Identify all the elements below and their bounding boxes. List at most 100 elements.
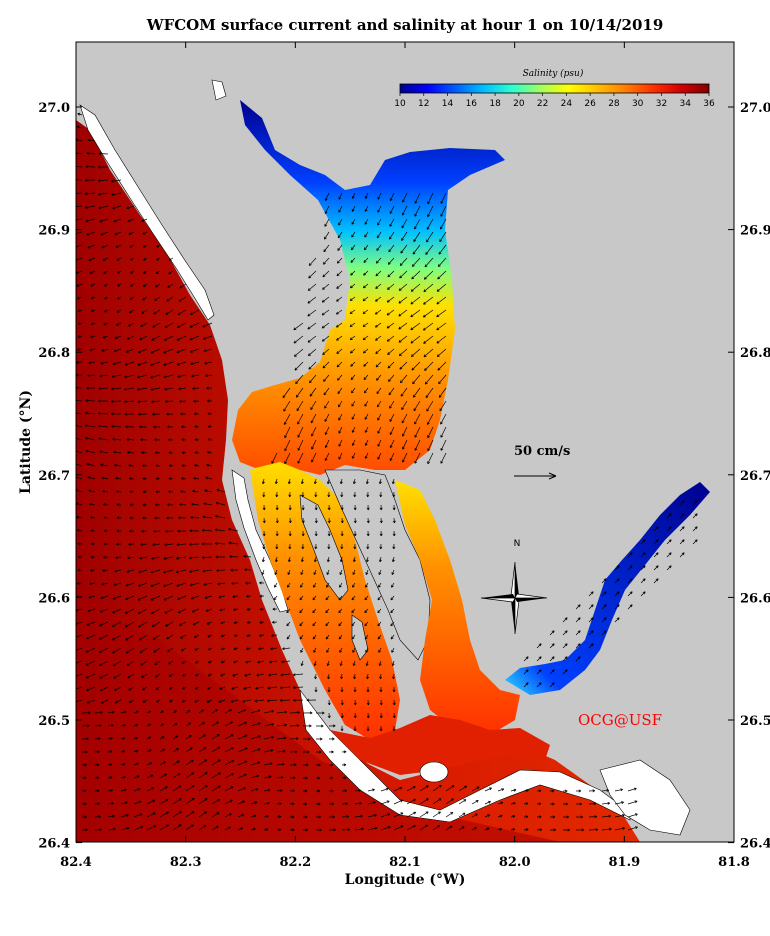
current-vector-head [364, 455, 368, 459]
current-vector-head [364, 597, 368, 601]
current-vector-head [336, 286, 340, 289]
current-vector-head [436, 301, 440, 305]
current-vector [423, 348, 434, 358]
current-vector [406, 786, 416, 792]
current-vector [164, 322, 174, 328]
current-vector [338, 452, 343, 460]
current-vector [377, 413, 382, 421]
current-vector-head [219, 608, 223, 612]
current-vector [323, 257, 330, 265]
current-vector [322, 335, 330, 342]
current-vector [164, 608, 174, 614]
current-vector-head [243, 686, 247, 690]
current-vector [250, 709, 261, 714]
current-vector-head [318, 763, 321, 767]
current-vector [115, 244, 122, 248]
current-vector [276, 737, 287, 740]
current-vector [164, 335, 174, 341]
current-vector [601, 630, 607, 636]
current-vector-head [206, 621, 210, 625]
current-vector-head [266, 699, 270, 703]
current-vector-head [349, 324, 353, 327]
current-vector-head [410, 288, 414, 292]
current-vector [438, 387, 447, 398]
current-vector-head [217, 582, 221, 586]
current-vector [400, 387, 408, 397]
current-vector [297, 452, 304, 464]
current-vector-head [182, 686, 186, 690]
current-vector-head [304, 789, 308, 793]
current-vector-head [98, 437, 102, 441]
colorbar-tick-label: 18 [489, 99, 501, 109]
current-vector-head [166, 298, 170, 302]
current-vector-head [90, 283, 94, 287]
current-vector-head [319, 737, 323, 741]
current-vector-head [436, 340, 440, 344]
current-vector-head [274, 559, 278, 563]
current-vector-head [129, 477, 132, 481]
current-vector-head [207, 450, 210, 454]
current-vector [312, 621, 317, 627]
current-vector [279, 699, 291, 701]
current-vector-head [308, 275, 312, 279]
current-vector [325, 621, 330, 627]
current-vector-head [155, 477, 159, 481]
current-vector [258, 647, 265, 650]
current-vector-head [76, 360, 80, 364]
current-vector-head [218, 700, 222, 703]
current-vector-head [114, 569, 118, 573]
current-vector-head [99, 623, 103, 627]
current-vector [233, 660, 239, 663]
current-vector-head [188, 722, 191, 726]
current-vector [325, 608, 330, 614]
current-vector-head [603, 578, 607, 582]
current-vector-head [90, 516, 93, 520]
current-vector [185, 710, 191, 714]
current-vector-head [101, 245, 105, 249]
current-vector [112, 608, 122, 614]
current-vector-head [99, 374, 103, 378]
current-vector-head [377, 610, 381, 614]
current-vector [129, 478, 135, 480]
current-vector-head [283, 736, 287, 740]
current-vector-head [215, 555, 219, 559]
current-vector-head [351, 416, 355, 420]
current-vector [276, 776, 284, 779]
current-vector-head [73, 663, 75, 665]
current-vector-head [364, 636, 368, 640]
current-vector-head [401, 420, 405, 424]
current-vector [325, 595, 330, 601]
current-vector-head [313, 572, 317, 575]
colorbar-ramp [399, 83, 710, 94]
current-vector [276, 803, 282, 805]
current-vector [191, 503, 200, 506]
current-vector-head [325, 636, 329, 640]
current-vector [113, 582, 122, 586]
current-vector-head [325, 597, 329, 601]
current-vector-head [164, 610, 168, 614]
current-vector [154, 660, 161, 665]
current-vector [101, 244, 109, 249]
current-vector-head [364, 416, 368, 420]
current-vector [367, 801, 376, 805]
current-vector-head [113, 827, 116, 831]
current-vector-head [135, 762, 139, 766]
current-vector-head [202, 734, 206, 738]
current-vector-head [155, 490, 159, 494]
current-vector-head [88, 489, 92, 493]
current-vector [377, 439, 382, 447]
current-vector-head [141, 311, 145, 314]
current-vector [76, 218, 83, 221]
current-vector [168, 673, 174, 677]
current-vector [140, 660, 148, 666]
current-vector [325, 439, 330, 448]
current-vector [255, 686, 265, 689]
current-vector [299, 595, 304, 601]
current-vector-head [91, 309, 94, 313]
current-vector-head [379, 728, 383, 732]
current-vector-head [364, 623, 368, 627]
current-vector [562, 656, 568, 662]
current-vector-head [194, 412, 197, 416]
current-vector [76, 686, 83, 690]
current-vector [97, 413, 109, 415]
